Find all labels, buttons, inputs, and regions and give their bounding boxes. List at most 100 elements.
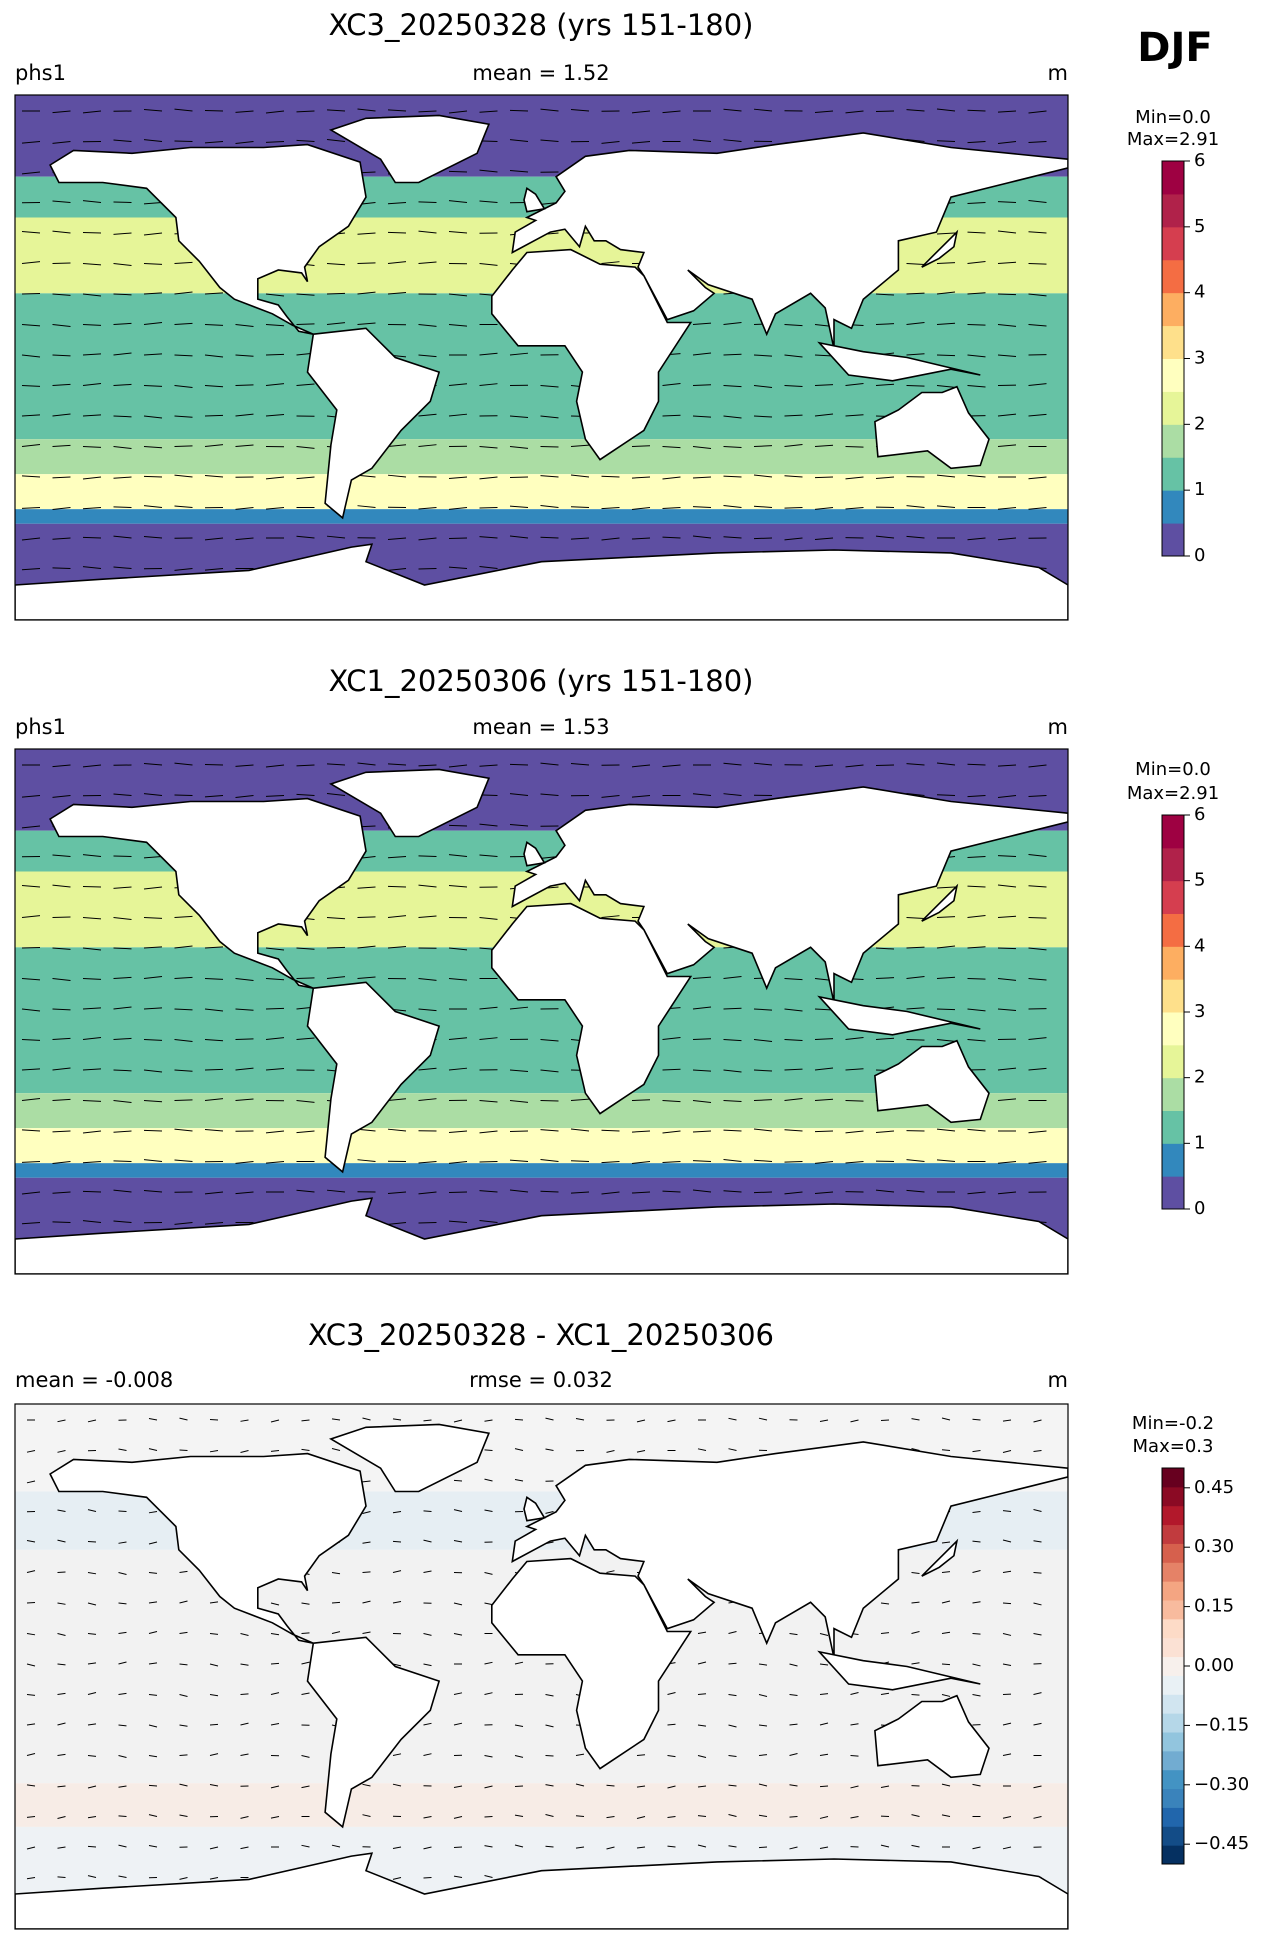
wave-arrow bbox=[936, 794, 956, 796]
wave-arrow bbox=[57, 1816, 66, 1819]
wave-arrow bbox=[82, 764, 102, 768]
wave-arrow bbox=[631, 795, 651, 798]
wave-arrow bbox=[936, 1039, 956, 1042]
wave-arrow bbox=[21, 1098, 41, 1101]
wave-arrow bbox=[484, 1661, 493, 1665]
wave-arrow bbox=[87, 1540, 97, 1543]
wave-arrow bbox=[723, 415, 742, 419]
wave-arrow bbox=[789, 1633, 798, 1636]
wave-arrow bbox=[265, 978, 285, 981]
wave-arrow bbox=[235, 413, 254, 417]
wave-arrow bbox=[387, 109, 407, 112]
wave-arrow bbox=[387, 763, 407, 766]
wave-arrow bbox=[265, 507, 285, 510]
wave-arrow bbox=[52, 1130, 71, 1133]
colorbar-segment bbox=[1162, 292, 1184, 327]
wave-arrow bbox=[21, 795, 41, 798]
colorbar-segment bbox=[1162, 161, 1184, 195]
wave-arrow bbox=[265, 324, 285, 327]
wave-arrow bbox=[997, 795, 1017, 798]
wave-arrow bbox=[972, 1663, 981, 1667]
ocean-field bbox=[15, 509, 1068, 524]
wave-arrow bbox=[331, 1572, 341, 1575]
wave-arrow bbox=[240, 1450, 249, 1453]
wave-arrow bbox=[875, 977, 895, 979]
wave-arrow bbox=[509, 1130, 529, 1133]
wave-arrow bbox=[789, 1784, 798, 1787]
wave-arrow bbox=[296, 383, 315, 386]
wave-arrow bbox=[143, 139, 163, 142]
wave-arrow bbox=[235, 507, 254, 510]
wave-arrow bbox=[87, 1875, 97, 1878]
wave-arrow bbox=[118, 1661, 127, 1665]
wave-arrow bbox=[174, 322, 193, 325]
wave-arrow bbox=[392, 1540, 402, 1543]
wave-arrow bbox=[697, 1693, 707, 1695]
wave-arrow bbox=[784, 444, 803, 447]
wave-arrow bbox=[357, 762, 376, 766]
wave-arrow bbox=[143, 1007, 163, 1010]
wave-arrow bbox=[87, 1662, 97, 1665]
wave-arrow bbox=[967, 1128, 986, 1132]
wave-arrow bbox=[814, 507, 834, 510]
wave-arrow bbox=[662, 1100, 681, 1103]
wave-arrow bbox=[82, 383, 102, 386]
wave-arrow bbox=[997, 855, 1017, 857]
wave-arrow bbox=[479, 476, 498, 480]
wave-arrow bbox=[143, 1100, 163, 1103]
wave-arrow bbox=[179, 1783, 188, 1787]
wave-arrow bbox=[21, 507, 41, 509]
wave-arrow bbox=[936, 140, 956, 142]
wave-arrow bbox=[880, 1419, 890, 1422]
wave-arrow bbox=[174, 794, 193, 796]
wave-arrow bbox=[880, 1632, 890, 1634]
wave-arrow bbox=[387, 1098, 407, 1101]
wave-arrow bbox=[540, 415, 559, 419]
wave-arrow bbox=[479, 917, 498, 920]
wave-arrow bbox=[453, 1633, 463, 1636]
wave-arrow bbox=[143, 475, 163, 478]
colorbar-segment bbox=[1162, 1543, 1184, 1563]
wave-arrow bbox=[540, 108, 559, 112]
wave-arrow bbox=[362, 1783, 371, 1787]
landmass bbox=[921, 229, 959, 268]
wave-arrow bbox=[118, 1572, 127, 1575]
wave-arrow bbox=[453, 1846, 463, 1849]
wave-arrow bbox=[570, 444, 590, 447]
wave-arrow bbox=[148, 1631, 158, 1634]
wave-arrow bbox=[936, 945, 956, 949]
wave-arrow bbox=[113, 446, 132, 449]
wave-arrow bbox=[484, 1692, 493, 1695]
wave-arrow bbox=[174, 1099, 193, 1101]
wave-arrow bbox=[972, 1511, 981, 1514]
wave-arrow bbox=[575, 1753, 585, 1756]
wave-arrow bbox=[52, 1221, 71, 1223]
wave-arrow bbox=[1002, 1633, 1012, 1636]
wave-arrow bbox=[357, 945, 376, 949]
colorbar-segment bbox=[1162, 391, 1184, 425]
wave-arrow bbox=[753, 354, 773, 357]
wave-arrow bbox=[270, 1602, 280, 1606]
wave-arrow bbox=[209, 1846, 219, 1850]
wave-arrow bbox=[509, 505, 529, 508]
wave-arrow bbox=[570, 1191, 590, 1194]
wave-arrow bbox=[941, 1571, 951, 1573]
wave-arrow bbox=[1028, 947, 1047, 951]
wave-arrow bbox=[448, 507, 468, 510]
wave-arrow bbox=[453, 1692, 463, 1695]
wave-arrow bbox=[423, 1753, 432, 1756]
colorbar-segment bbox=[1162, 457, 1184, 491]
landmass bbox=[511, 132, 1068, 349]
colorbar-segment bbox=[1162, 1713, 1184, 1733]
wave-arrow bbox=[753, 1069, 773, 1072]
wave-arrow bbox=[601, 1129, 620, 1132]
wave-arrow bbox=[113, 566, 132, 569]
wave-arrow bbox=[26, 1723, 36, 1726]
wave-arrow bbox=[662, 507, 681, 510]
wave-arrow bbox=[967, 109, 986, 112]
wave-arrow bbox=[753, 762, 773, 766]
wave-arrow bbox=[509, 109, 529, 112]
wave-arrow bbox=[479, 263, 498, 266]
wave-arrow bbox=[997, 1098, 1017, 1101]
wave-arrow bbox=[723, 1159, 742, 1162]
